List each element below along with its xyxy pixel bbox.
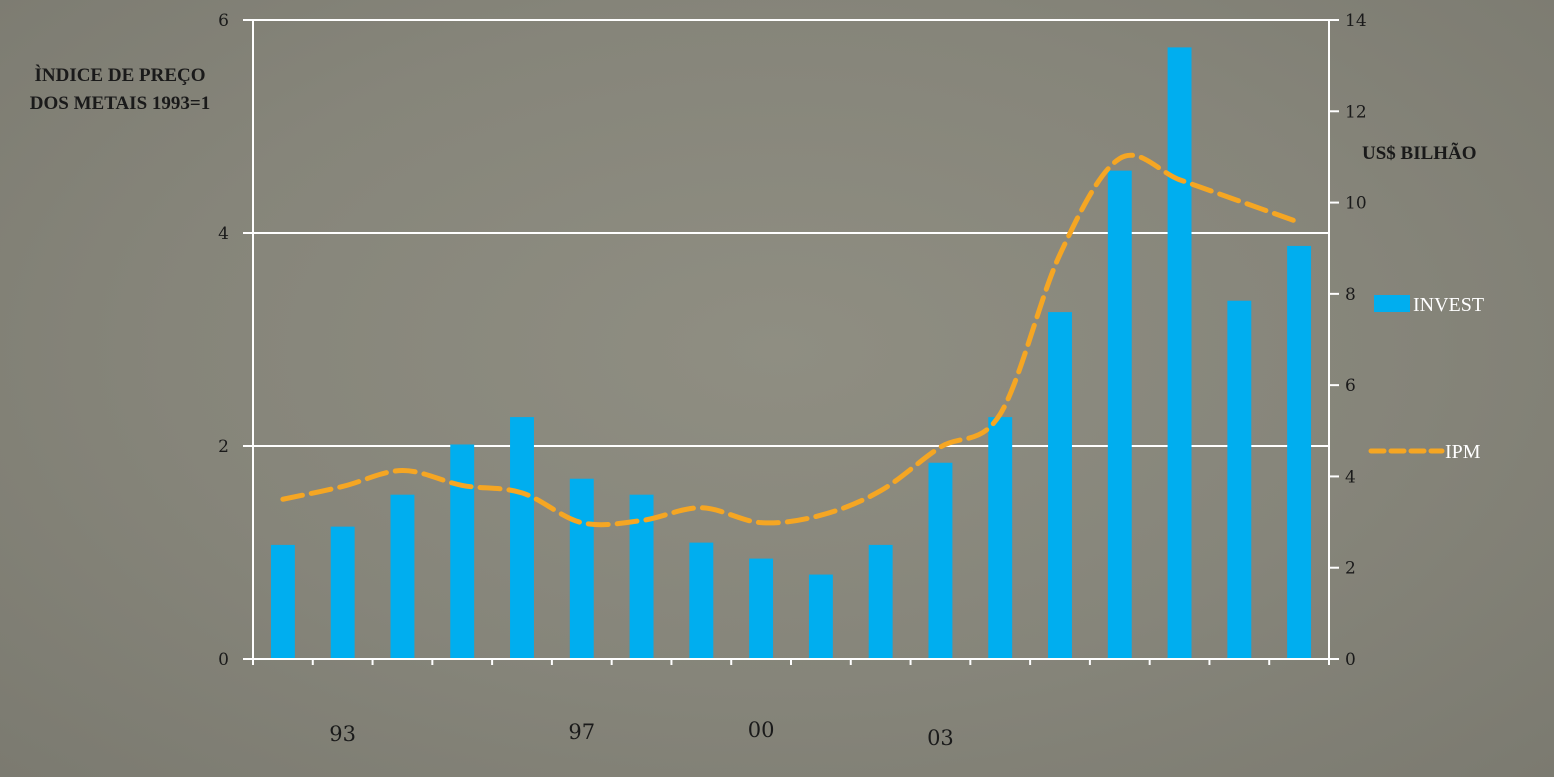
- right-axis-title: US$ BILHÃO: [1362, 142, 1477, 164]
- invest-bar-10: [868, 544, 893, 659]
- left-axis-title-line-2: DOS METAIS 1993=1: [30, 93, 210, 114]
- category-labels: 93 97 00 03: [329, 718, 954, 750]
- legend-label-ipm: IPM: [1445, 441, 1481, 463]
- invest-bar-17: [1287, 245, 1312, 660]
- invest-bar-2: [390, 494, 415, 659]
- right-tick-label-1: 2: [1345, 559, 1356, 579]
- right-tick-label-2: 4: [1345, 467, 1356, 487]
- legend-swatch-invest: [1374, 295, 1410, 312]
- invest-bar-14: [1107, 170, 1132, 659]
- left-tick-label-2: 4: [218, 224, 229, 244]
- invest-bar-11: [928, 462, 953, 659]
- left-tick-label-3: 6: [218, 11, 229, 31]
- invest-bar-1: [330, 526, 355, 659]
- left-tick-label-1: 2: [218, 437, 229, 457]
- invest-bar-13: [1048, 312, 1072, 659]
- invest-bar-7: [689, 542, 714, 659]
- category-label-1: 97: [568, 720, 595, 744]
- right-tick-label-7: 14: [1345, 11, 1367, 31]
- left-axis-tick-labels: 0 2 4 6: [218, 11, 229, 670]
- invest-bar-5: [569, 478, 594, 659]
- invest-bar-15: [1167, 47, 1192, 659]
- ipm-line-path: [280, 152, 1302, 528]
- right-tick-label-4: 8: [1345, 285, 1356, 305]
- legend: INVEST IPM: [1368, 294, 1484, 463]
- category-label-2: 00: [748, 718, 775, 742]
- invest-bar-8: [749, 558, 774, 659]
- legend-label-invest: INVEST: [1413, 294, 1484, 316]
- invest-bar-16: [1227, 300, 1252, 659]
- invest-bars: [270, 47, 1312, 660]
- right-tick-label-0: 0: [1345, 650, 1356, 670]
- category-label-3: 03: [927, 726, 954, 750]
- invest-bar-4: [510, 417, 534, 659]
- right-axis-tick-labels: 0 2 4 6 8 10 12 14: [1345, 11, 1367, 670]
- left-tick-label-0: 0: [218, 650, 229, 670]
- ipm-line: [280, 152, 1302, 528]
- invest-bar-6: [629, 494, 654, 659]
- invest-bar-12: [988, 417, 1013, 659]
- invest-bar-9: [808, 574, 833, 659]
- invest-bar-0: [270, 544, 295, 659]
- left-axis-title-line-1: ÌNDICE DE PREÇO: [34, 64, 205, 86]
- gridlines: [253, 19, 1329, 447]
- right-tick-label-5: 10: [1345, 194, 1367, 214]
- axes: [243, 19, 1339, 665]
- right-tick-label-3: 6: [1345, 376, 1356, 396]
- invest-bar-3: [450, 444, 475, 659]
- category-label-0: 93: [329, 722, 356, 746]
- right-tick-label-6: 12: [1345, 102, 1367, 122]
